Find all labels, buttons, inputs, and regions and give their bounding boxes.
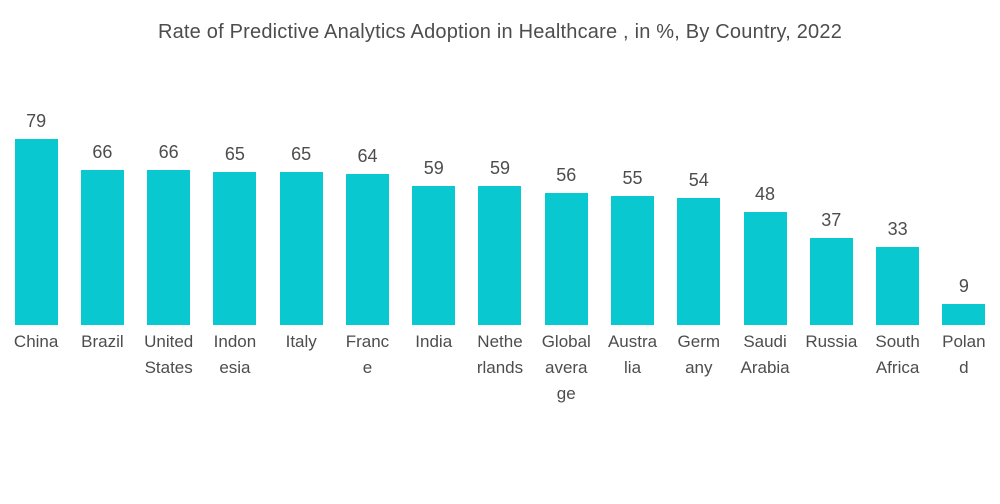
x-axis-label: Polan d bbox=[942, 332, 986, 377]
bar bbox=[279, 172, 323, 325]
x-axis-label: Germ any bbox=[677, 332, 721, 377]
bar-value-label: 66 bbox=[92, 142, 113, 162]
bar-value-label: 33 bbox=[887, 219, 908, 239]
x-axis-label: Franc e bbox=[345, 332, 390, 377]
bar bbox=[743, 212, 787, 325]
bar bbox=[677, 198, 721, 325]
bar bbox=[478, 186, 522, 325]
bar-value-label: 56 bbox=[556, 165, 577, 185]
bar-value-label: 37 bbox=[821, 210, 842, 230]
bar-column: 59 bbox=[401, 158, 467, 325]
x-axis-label: Indon esia bbox=[213, 332, 257, 377]
bar-value-label: 9 bbox=[958, 276, 969, 296]
plot-area: 79 66 66 65 65 64 59 59 56 55 54 48 37 33 9 China Brazi… bbox=[3, 0, 997, 504]
bar-value-label: 59 bbox=[489, 158, 510, 178]
bar-value-label: 65 bbox=[224, 144, 245, 164]
x-axis-label: United States bbox=[144, 332, 194, 377]
bar-column: 65 bbox=[202, 144, 268, 325]
bar-column: 64 bbox=[334, 146, 400, 325]
bar bbox=[14, 139, 58, 325]
bar-value-label: 64 bbox=[357, 146, 378, 166]
bar-column: 56 bbox=[533, 165, 599, 325]
bar-column: 66 bbox=[69, 142, 135, 325]
bar-value-label: 79 bbox=[26, 111, 47, 131]
bar bbox=[544, 193, 588, 325]
x-axis-label: Italy bbox=[285, 332, 317, 351]
bar bbox=[213, 172, 257, 325]
bar-value-label: 66 bbox=[158, 142, 179, 162]
bar-value-label: 55 bbox=[622, 168, 643, 188]
bar-column: 54 bbox=[666, 170, 732, 325]
bar bbox=[876, 247, 920, 325]
x-axis-label: South Africa bbox=[875, 332, 920, 377]
x-axis-label: India bbox=[415, 332, 453, 351]
bar-column: 79 bbox=[3, 111, 69, 325]
bar bbox=[345, 174, 389, 325]
bar-column: 33 bbox=[864, 219, 930, 325]
x-axis-label: Saudi Arabia bbox=[740, 332, 790, 377]
x-axis-labels: China Brazil United States Indon esia Italy F… bbox=[3, 329, 997, 407]
chart-title: Rate of Predictive Analytics Adoption in… bbox=[157, 21, 843, 43]
bar-column: 9 bbox=[931, 276, 997, 325]
bar-column: 65 bbox=[268, 144, 334, 325]
bar bbox=[412, 186, 456, 325]
bar bbox=[80, 170, 124, 325]
x-axis-label: Brazil bbox=[81, 332, 124, 351]
bar-column: 48 bbox=[732, 184, 798, 325]
x-axis-label: Austra lia bbox=[607, 332, 658, 377]
bar-value-label: 54 bbox=[688, 170, 709, 190]
bar bbox=[942, 304, 986, 325]
bar-value-label: 59 bbox=[423, 158, 444, 178]
bar bbox=[611, 196, 655, 325]
x-axis-label: Global avera ge bbox=[541, 332, 591, 403]
bars-row: 79 66 66 65 65 64 59 59 56 55 54 48 37 33 9 bbox=[3, 110, 997, 325]
bar-column: 66 bbox=[136, 142, 202, 325]
bar-value-label: 48 bbox=[755, 184, 776, 204]
bar-column: 59 bbox=[467, 158, 533, 325]
bar bbox=[147, 170, 191, 325]
bar-column: 55 bbox=[599, 168, 665, 325]
bar bbox=[809, 238, 853, 325]
x-axis-label: China bbox=[13, 332, 59, 351]
bar-column: 37 bbox=[798, 210, 864, 325]
x-axis-label: Russia bbox=[805, 332, 858, 351]
bar-value-label: 65 bbox=[291, 144, 312, 164]
x-axis-label: Nethe rlands bbox=[476, 332, 524, 377]
